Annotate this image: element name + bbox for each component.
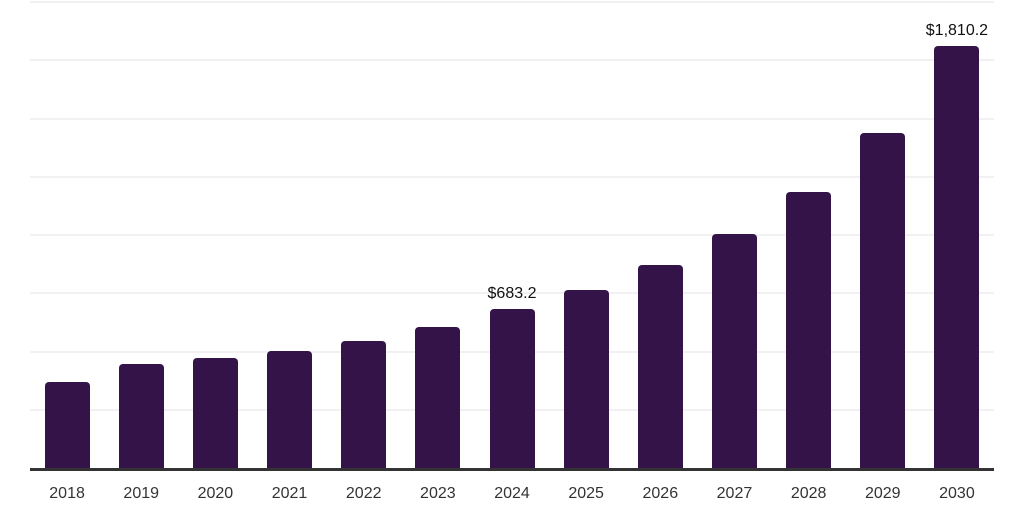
gridline [30,59,994,62]
x-tick-label-2022: 2022 [345,485,382,502]
bar-2018 [44,382,90,468]
bar-2026 [637,264,683,468]
x-tick-label-2025: 2025 [568,485,604,502]
bar-2025 [563,289,609,468]
bar-value-label-2030: $1,810.2 [925,22,989,40]
x-tick-label-2029: 2029 [864,485,901,502]
bar-2019 [118,364,164,468]
x-tick-label-2026: 2026 [642,485,679,502]
bar-2027 [711,234,757,468]
bar-2029 [860,132,906,468]
gridline [30,292,994,295]
gridline [30,1,994,3]
bar-2021 [267,350,313,468]
x-tick-label-2018: 2018 [49,485,85,502]
x-tick-label-2027: 2027 [716,485,753,502]
bar-value-label-2024: $683.2 [487,284,537,302]
gridline [30,234,994,236]
bar-2030 [934,46,980,468]
x-tick-label-2030: 2030 [939,485,975,502]
bar-2020 [192,358,238,468]
x-tick-label-2019: 2019 [123,485,160,502]
x-axis-line [30,468,994,471]
x-tick-label-2020: 2020 [197,485,234,502]
x-tick-label-2023: 2023 [420,485,456,502]
bar-2023 [415,326,461,468]
x-tick-label-2021: 2021 [271,485,308,502]
gridline [30,117,994,120]
bar-2024 [489,308,535,468]
x-tick-label-2028: 2028 [790,485,827,502]
x-tick-label-2024: 2024 [494,485,530,502]
bar-2028 [786,191,832,468]
gridline [30,175,994,178]
bar-2022 [341,340,387,468]
